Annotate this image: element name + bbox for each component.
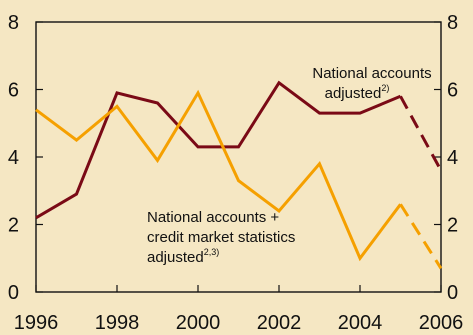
series-label-nacms-line2: credit market statistics — [147, 229, 295, 246]
series-label-national-accounts-adjusted: adjusted2) — [325, 83, 390, 102]
series-line-0 — [35, 80, 402, 220]
y-tick-label-right: 0 — [447, 282, 458, 304]
x-tick-label: 2004 — [338, 312, 383, 334]
plot-axes — [35, 21, 442, 293]
axis-ticks: 1996 1998 2000 2002 2004 2006 0 2 4 6 8 0 2 4 6 8 — [8, 12, 463, 334]
series-line-1 — [35, 89, 402, 262]
y-tick-label-right: 8 — [447, 12, 458, 34]
y-tick-label-right: 4 — [447, 147, 458, 169]
chart-series — [35, 80, 443, 270]
y-tick-label-left: 6 — [8, 80, 19, 102]
y-tick-label-left: 8 — [8, 12, 19, 34]
series-label-nacms-line3: adjusted2,3) — [147, 247, 219, 266]
x-tick-label: 1996 — [14, 312, 59, 334]
y-tick-label-left: 4 — [8, 147, 19, 169]
series-line-dashed-1 — [399, 203, 443, 270]
x-tick-label: 2002 — [257, 312, 302, 334]
series-label-nacms-line1: National accounts + — [147, 209, 279, 226]
y-tick-label-right: 6 — [447, 80, 458, 102]
series-line-dashed-0 — [399, 95, 443, 172]
y-tick-label-left: 0 — [8, 282, 19, 304]
y-tick-label-left: 2 — [8, 215, 19, 237]
x-tick-label: 2000 — [176, 312, 221, 334]
series-label-national-accounts: National accounts — [312, 65, 431, 82]
plot-frame — [35, 21, 442, 293]
x-tick-label: 1998 — [95, 312, 140, 334]
x-tick-label: 2006 — [419, 312, 464, 334]
y-tick-label-right: 2 — [447, 215, 458, 237]
